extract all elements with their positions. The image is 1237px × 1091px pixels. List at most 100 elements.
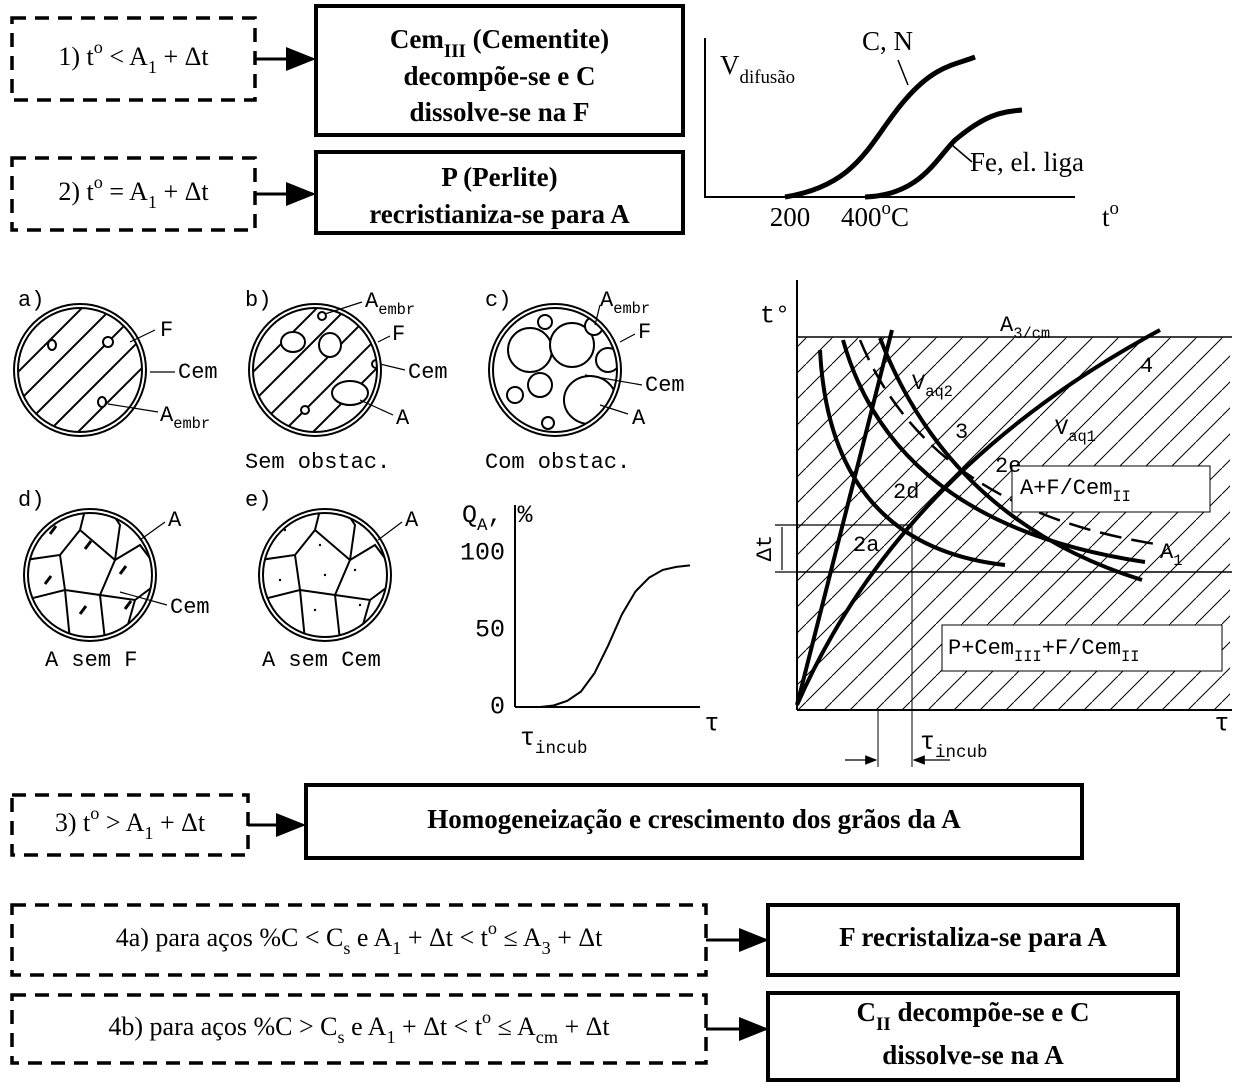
callout: Cem (645, 373, 685, 398)
structure-label: b) (245, 288, 271, 313)
text-part: , % (488, 501, 534, 530)
austenite-grain (319, 333, 341, 357)
text-part: A (365, 289, 379, 314)
y-tick-label: 0 (490, 693, 505, 722)
austenite-grain (98, 397, 106, 407)
text-part: o (94, 37, 103, 57)
text-part: + Δt < t (401, 923, 488, 952)
text-part: difusão (740, 67, 796, 88)
text-part: A+F/Cem (1020, 476, 1112, 501)
callout: F (638, 320, 651, 345)
caption: A sem F (45, 648, 137, 673)
curve-label: C, N (862, 26, 913, 56)
dot (314, 609, 316, 611)
cementite (120, 566, 126, 574)
callout: Cem (408, 360, 448, 385)
text-part: aq2 (925, 383, 953, 401)
text-part: cm (536, 1027, 558, 1047)
condition-text: 4a) para aços %C < Cs e A1 + Δt < to ≤ A… (116, 918, 603, 958)
text-part: II (876, 1014, 891, 1035)
callout: Cem (170, 595, 210, 620)
y-axis-label: Vdifusão (720, 50, 795, 88)
text-part: 3 (542, 938, 551, 958)
condition-text: 3) to > A1 + Δt (55, 803, 206, 843)
y-tick-label: 100 (460, 539, 505, 568)
text-part: A (160, 403, 174, 428)
text-part: A (600, 288, 614, 313)
text-part: II (1112, 488, 1130, 506)
caption: Com obstac. (485, 450, 630, 475)
leader (620, 334, 635, 342)
text-part: V (912, 371, 926, 396)
structure-label: d) (18, 488, 44, 513)
text-part: V (1055, 416, 1069, 441)
text-part: 1 (148, 192, 157, 212)
condition-text: 2) to = A1 + Δt (58, 172, 209, 212)
dot (354, 569, 356, 571)
text-part: (Cementite) (466, 24, 609, 54)
austenite-grain (542, 417, 554, 429)
cementite (45, 576, 51, 584)
text-part: 3/cm (1013, 325, 1050, 343)
text-part: 4a) para aços %C < C (116, 923, 344, 952)
cementite (85, 541, 91, 549)
result-text: dissolve-se na F (409, 97, 589, 127)
text-part: + Δt (558, 1012, 610, 1041)
x-axis-label: τ (1214, 710, 1229, 739)
text-part: 2) t (58, 177, 94, 206)
austenite-grain (528, 373, 552, 397)
y-axis-label: QA, % (462, 501, 534, 536)
text-part: o (90, 803, 99, 823)
cementite (80, 606, 86, 614)
austenite-grain (507, 387, 523, 403)
structure-outline (24, 509, 156, 641)
curve-label: 2e (995, 454, 1021, 479)
austenite-grain (508, 328, 552, 372)
text-part: = A (103, 177, 148, 206)
leader (378, 336, 390, 342)
incub-label: τincub (920, 728, 988, 763)
austenite-grain (538, 315, 552, 329)
curve-label: 4 (1140, 354, 1153, 379)
text-part: + Δt < t (396, 1012, 483, 1041)
curve-label: Fe, el. liga (970, 147, 1084, 177)
callout: A (396, 406, 410, 431)
text-part: > A (99, 808, 144, 837)
callout: F (160, 318, 173, 343)
text-part: C (891, 202, 909, 232)
text-part: o (1110, 198, 1119, 219)
text-part: 400 (841, 202, 882, 232)
result-text: dissolve-se na A (882, 1040, 1064, 1070)
callout: A (168, 508, 182, 533)
text-part: 1 (148, 57, 157, 77)
text-part: 1 (1173, 552, 1182, 570)
text-part: 1) t (58, 42, 94, 71)
structure-interior (260, 510, 390, 640)
callout: A (632, 406, 646, 431)
text-part: s (343, 938, 350, 958)
text-part: P (Perlite) (441, 162, 557, 192)
structure-outline (493, 308, 617, 432)
structure-label: c) (485, 288, 511, 313)
result-text: CemIII (Cementite) (390, 24, 609, 62)
caption: A sem Cem (262, 648, 381, 673)
dot (359, 604, 361, 606)
text-part: o (482, 1007, 491, 1027)
grain-boundary (25, 510, 85, 560)
text-part: τ (520, 724, 535, 753)
structure-interior (25, 510, 155, 640)
grain-boundary (100, 595, 105, 640)
condition-text: 4b) para aços %C > Cs e A1 + Δt < to ≤ A… (108, 1007, 610, 1047)
text-part: < A (103, 42, 148, 71)
callout: Aembr (365, 289, 415, 319)
result-text: Homogeneização e crescimento dos grãos d… (427, 804, 961, 834)
grain-boundary (260, 510, 320, 560)
text-part: + Δt (551, 923, 603, 952)
curve-label: 2a (853, 533, 879, 558)
austenite-grain (103, 337, 113, 347)
text-part: ≤ A (491, 1012, 536, 1041)
text-part: Q (462, 501, 477, 530)
leader (898, 60, 908, 85)
curve-label: 3 (955, 420, 968, 445)
callout: Aembr (600, 288, 650, 318)
